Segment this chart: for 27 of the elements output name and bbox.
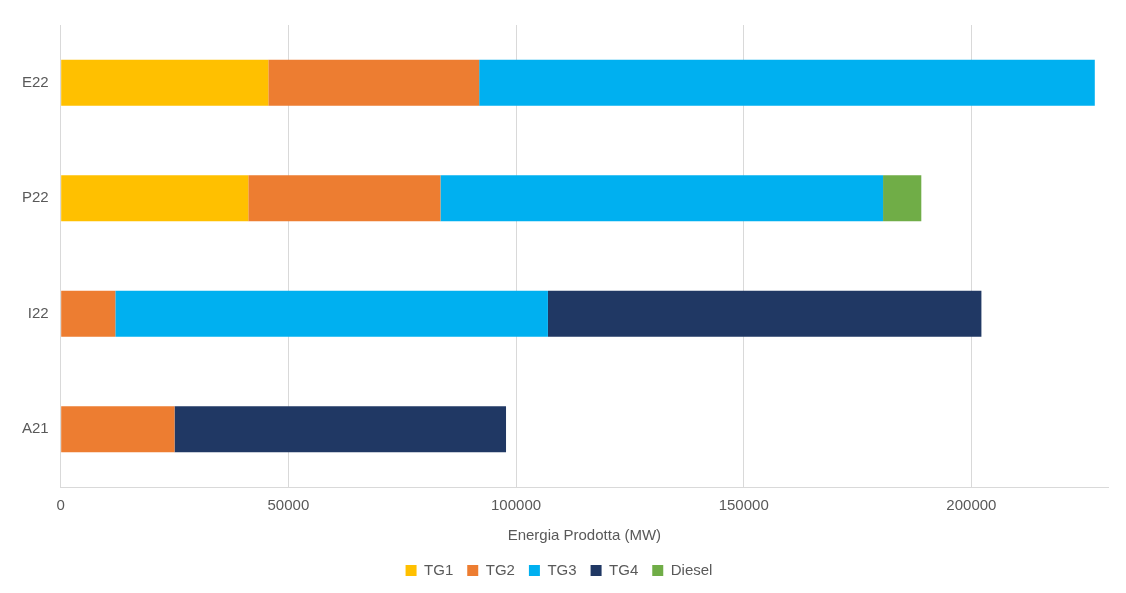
y-tick-label: E22 [21, 72, 49, 90]
bar [248, 175, 441, 222]
x-tick-label: 50000 [267, 496, 310, 514]
bar [547, 290, 982, 337]
bar [115, 290, 548, 337]
x-tick-label: 200000 [946, 496, 997, 514]
bar [61, 290, 116, 337]
bar [61, 406, 175, 453]
bar [61, 175, 249, 222]
bar [268, 59, 480, 106]
x-tick-label: 100000 [491, 496, 542, 514]
bar [479, 59, 1095, 106]
legend-label: TG2 [485, 560, 515, 578]
bar [61, 59, 269, 106]
legend-label: TG1 [424, 560, 454, 578]
legend-label: TG3 [547, 560, 577, 578]
legend-label: TG4 [609, 560, 639, 578]
legend-label: Diesel [670, 560, 713, 578]
x-tick-label: 0 [56, 496, 65, 514]
y-tick-label: A21 [21, 419, 49, 437]
bar [883, 175, 922, 222]
y-tick-label: I22 [27, 303, 49, 321]
y-tick-label: P22 [21, 188, 49, 206]
x-axis-title: Energia Prodotta (MW) [507, 526, 662, 544]
bar [440, 175, 884, 222]
x-tick-label: 150000 [718, 496, 769, 514]
bar [174, 406, 507, 453]
